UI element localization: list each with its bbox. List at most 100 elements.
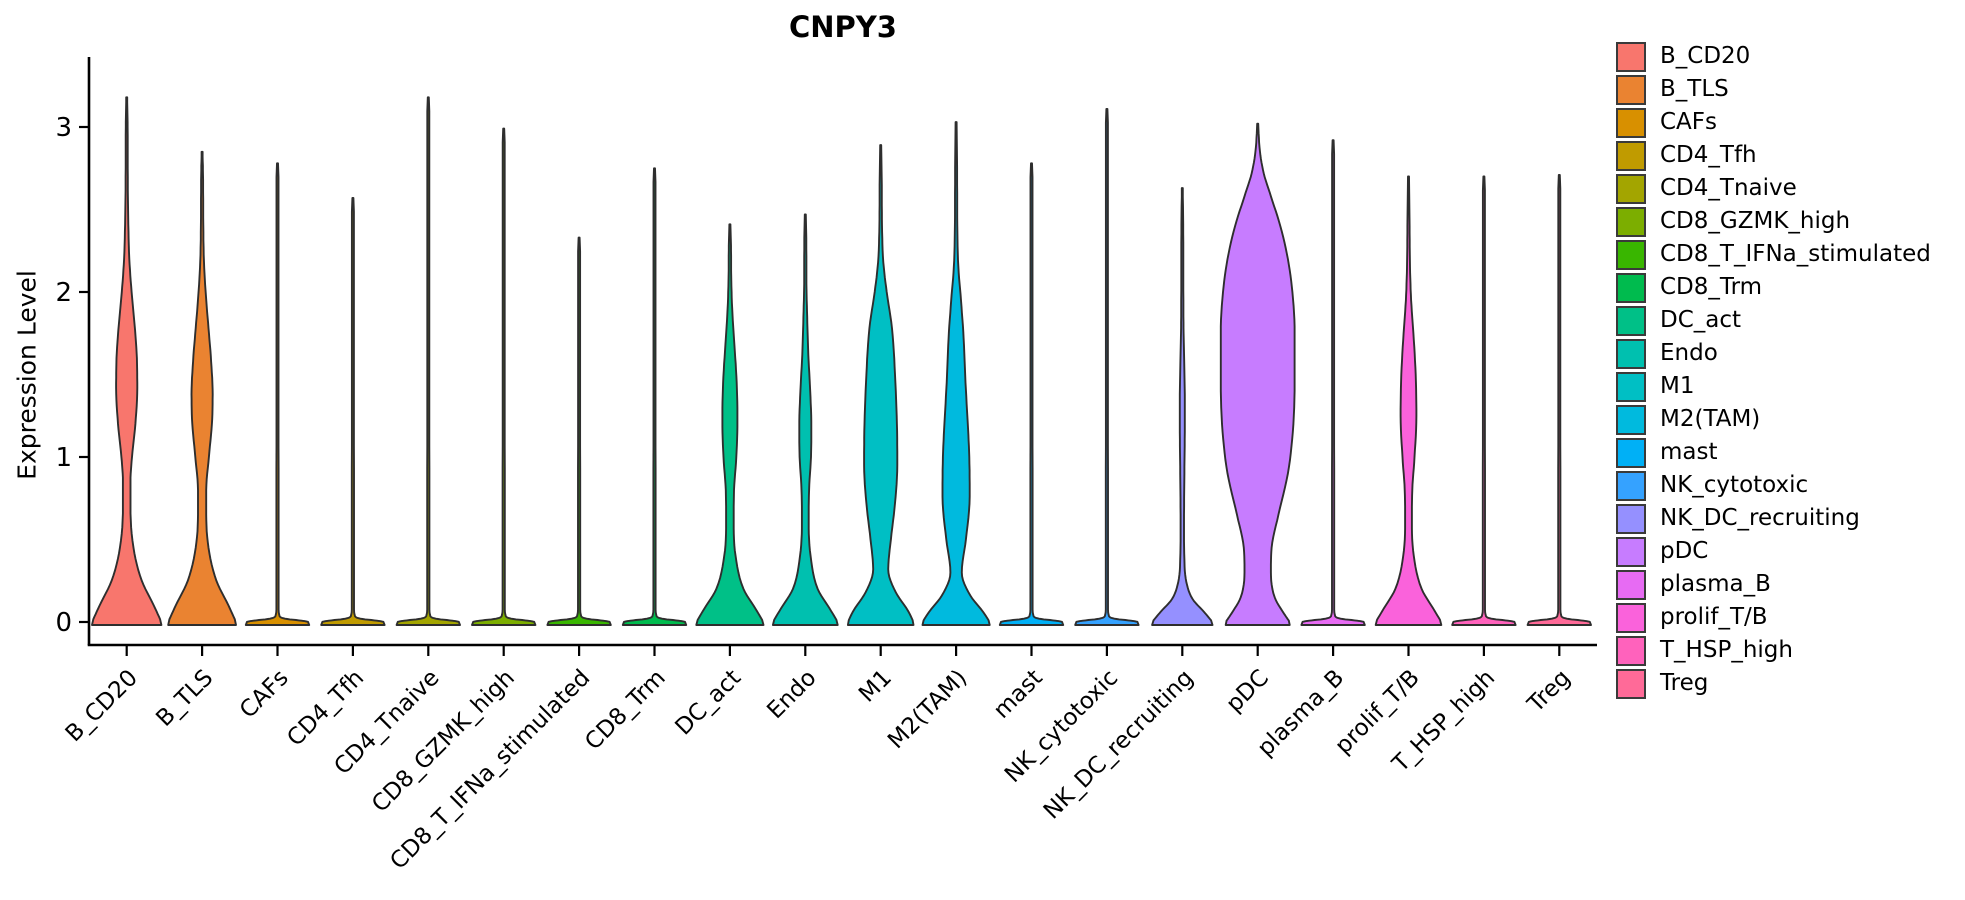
legend-label: mast	[1660, 439, 1718, 465]
legend-label: CD8_T_IFNa_stimulated	[1660, 241, 1931, 267]
x-tick-label: mast	[989, 665, 1048, 724]
violin-CD8_T_IFNa_stimulated	[546, 236, 612, 626]
legend-label: CD8_Trm	[1660, 274, 1763, 300]
legend-swatch	[1616, 569, 1646, 600]
legend-swatch	[1616, 404, 1646, 435]
legend-swatch	[1616, 140, 1646, 171]
y-tick-label: 2	[55, 278, 72, 308]
legend-swatch	[1616, 635, 1646, 666]
legend-swatch	[1616, 668, 1646, 699]
legend-swatch	[1616, 470, 1646, 501]
legend-label: B_TLS	[1660, 76, 1729, 102]
violin-M1	[846, 144, 915, 626]
legend-item: T_HSP_high	[1616, 634, 1931, 667]
x-tick-label: NK_DC_recruiting	[1039, 665, 1199, 825]
legend-swatch	[1616, 206, 1646, 237]
legend-item: CD8_T_IFNa_stimulated	[1616, 238, 1931, 271]
legend-item: CD8_GZMK_high	[1616, 205, 1931, 238]
legend-label: prolif_T/B	[1660, 604, 1768, 630]
legend-label: B_CD20	[1660, 43, 1751, 69]
legend-label: M2(TAM)	[1660, 406, 1761, 432]
violin-mast	[998, 162, 1065, 626]
legend-item: DC_act	[1616, 304, 1931, 337]
violin-B_TLS	[167, 150, 237, 626]
legend-label: CAFs	[1660, 109, 1718, 135]
violin-plasma_B	[1300, 139, 1366, 626]
x-tick-label: pDC	[1221, 665, 1274, 718]
y-axis-label: Expression Level	[12, 270, 42, 480]
x-tick-label: CD8_GZMK_high	[367, 665, 520, 818]
legend: B_CD20 B_TLS CAFs CD4_Tfh CD4_Tnaive CD8_GZMK…	[1616, 40, 1931, 700]
legend-label: T_HSP_high	[1660, 637, 1793, 663]
legend-item: Endo	[1616, 337, 1931, 370]
violin-NK_cytotoxic	[1074, 107, 1140, 626]
legend-swatch	[1616, 437, 1646, 468]
legend-item: NK_cytotoxic	[1616, 469, 1931, 502]
legend-label: pDC	[1660, 538, 1709, 564]
legend-label: Endo	[1660, 340, 1718, 366]
x-tick-label: M1	[854, 665, 897, 708]
y-tick-label: 0	[55, 608, 72, 638]
legend-item: B_CD20	[1616, 40, 1931, 73]
legend-item: CAFs	[1616, 106, 1931, 139]
legend-swatch	[1616, 41, 1646, 72]
legend-label: CD4_Tfh	[1660, 142, 1757, 168]
legend-label: plasma_B	[1660, 571, 1771, 597]
violin-prolif_T/B	[1374, 175, 1443, 626]
violin-DC_act	[695, 223, 765, 626]
y-tick-label: 1	[55, 443, 72, 473]
x-tick-label: M2(TAM)	[883, 665, 972, 754]
legend-item: CD4_Tnaive	[1616, 172, 1931, 205]
legend-label: M1	[1660, 373, 1695, 399]
legend-swatch	[1616, 239, 1646, 270]
legend-swatch	[1616, 503, 1646, 534]
violin-CD8_Trm	[621, 167, 688, 626]
violin-CD4_Tfh	[320, 197, 386, 626]
violin-NK_DC_recruiting	[1151, 187, 1214, 626]
violin-T_HSP_high	[1451, 175, 1517, 626]
violin-CD4_Tnaive	[395, 96, 461, 626]
legend-swatch	[1616, 74, 1646, 105]
legend-item: mast	[1616, 436, 1931, 469]
legend-swatch	[1616, 173, 1646, 204]
x-tick-label: Endo	[762, 665, 821, 724]
legend-label: CD4_Tnaive	[1660, 175, 1797, 201]
legend-swatch	[1616, 338, 1646, 369]
legend-label: DC_act	[1660, 307, 1742, 333]
violin-M2(TAM)	[921, 121, 991, 626]
violin-Endo	[771, 213, 839, 626]
chart-title: CNPY3	[789, 10, 897, 44]
legend-swatch	[1616, 107, 1646, 138]
legend-item: Treg	[1616, 667, 1931, 700]
legend-label: NK_cytotoxic	[1660, 472, 1809, 498]
legend-swatch	[1616, 272, 1646, 303]
violin-pDC	[1219, 122, 1296, 626]
x-tick-label: Treg	[1522, 665, 1575, 718]
legend-item: prolif_T/B	[1616, 601, 1931, 634]
x-tick-label: CD8_Trm	[580, 665, 671, 756]
legend-item: M2(TAM)	[1616, 403, 1931, 436]
violin-CD8_GZMK_high	[471, 127, 537, 626]
legend-item: B_TLS	[1616, 73, 1931, 106]
legend-item: pDC	[1616, 535, 1931, 568]
x-tick-label: DC_act	[670, 665, 746, 741]
legend-label: Treg	[1660, 670, 1709, 696]
x-tick-label: CAFs	[235, 665, 294, 724]
y-tick-label: 3	[55, 113, 72, 143]
violin-B_CD20	[91, 96, 163, 626]
legend-item: CD8_Trm	[1616, 271, 1931, 304]
legend-swatch	[1616, 371, 1646, 402]
legend-swatch	[1616, 305, 1646, 336]
x-tick-label: B_TLS	[151, 665, 218, 732]
legend-item: NK_DC_recruiting	[1616, 502, 1931, 535]
legend-item: plasma_B	[1616, 568, 1931, 601]
legend-item: CD4_Tfh	[1616, 139, 1931, 172]
legend-item: M1	[1616, 370, 1931, 403]
legend-label: CD8_GZMK_high	[1660, 208, 1851, 234]
violin-CAFs	[244, 162, 311, 626]
legend-swatch	[1616, 602, 1646, 633]
x-tick-label: B_CD20	[61, 665, 143, 747]
violin-Treg	[1526, 173, 1592, 626]
